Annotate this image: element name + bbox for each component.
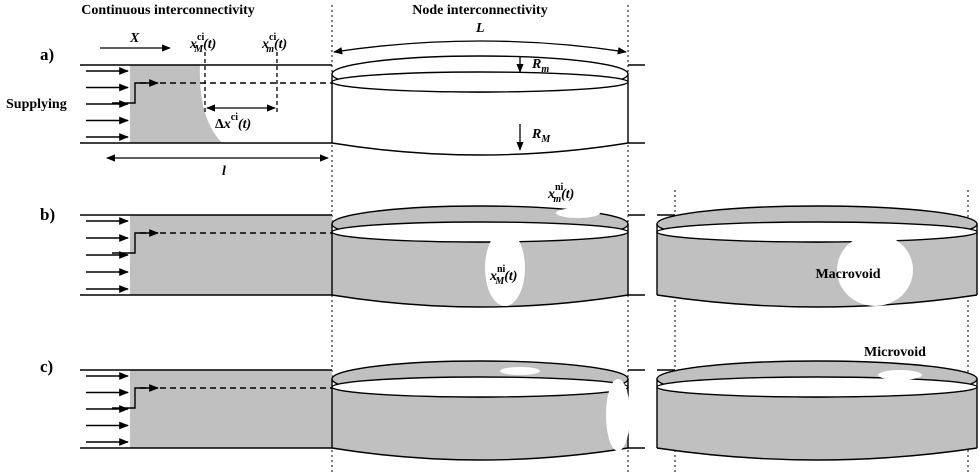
macrovoid-label: Macrovoid [815,267,880,282]
void [837,234,913,306]
formula-part: M [193,44,204,55]
cyl-inner [656,221,978,243]
shapes [80,5,978,475]
formula-part: ci [231,112,238,123]
formula-part: ci [269,32,276,43]
annotations [100,40,627,162]
header: Node interconnectivity [412,3,547,18]
formula-part: x [261,37,269,52]
formula-part: (t) [203,37,216,52]
formula-part: m [266,44,274,55]
formula-part: M [540,134,551,145]
formula-part: x [223,117,231,132]
x-label: X [129,31,140,46]
microvoid-label: Microvoid [864,345,926,360]
L-label: L [475,21,485,36]
formula-part: ni [555,182,564,193]
void [485,230,525,306]
cyl-bottom [331,447,629,461]
formula-label: xni m(t) [547,182,574,205]
liquid [332,232,628,307]
void [878,370,922,380]
formula-part: R [531,57,541,72]
liquid [130,370,332,448]
formula-part: ci [197,32,204,43]
L-arrow [333,40,627,55]
l-label: l [222,164,226,179]
panel-label: c) [40,357,53,376]
formula-label: xci M(t) [189,32,216,55]
formula-part: x [547,187,555,202]
formula-part: m [541,64,549,75]
cyl-inner [656,376,978,398]
formula-label: Δxci(t) [215,112,251,132]
void [500,367,540,375]
liquid [130,65,222,143]
cyl-bottom [331,294,629,308]
flow-step [112,79,159,104]
formula-label: xci m(t) [261,32,287,55]
formula-part: Δ [215,117,224,132]
cyl-bottom [656,294,978,308]
formula-label: Rm [531,57,549,75]
formula-part: R [531,127,541,142]
formula-part: (t) [561,187,574,202]
liquid [657,387,977,460]
flow-step [112,384,159,409]
void [606,379,630,451]
formula-part: M [494,276,505,287]
supplying-label: Supplying [6,97,67,112]
panel-label: b) [40,205,55,224]
formula-part: m [553,194,561,205]
formula-label: RM [531,127,551,145]
formula-label: xni M(t) [489,264,517,287]
formula-part: (t) [274,37,287,52]
formula-part: x [189,37,197,52]
formula-part: x [489,269,497,284]
cyl-inner [331,221,629,243]
cyl-inner [331,376,629,398]
formula-part: (t) [504,269,517,284]
cyl-inner [331,71,629,93]
liquid [332,387,628,460]
panel-label: a) [40,45,54,64]
formula-part: (t) [238,117,251,132]
void [556,208,600,218]
flow-step [112,229,159,254]
header: Continuous interconnectivity [81,3,255,18]
formula-part: ni [497,264,506,275]
cyl-bottom [656,447,978,461]
liquid [130,215,332,295]
cyl-bottom [331,142,629,156]
